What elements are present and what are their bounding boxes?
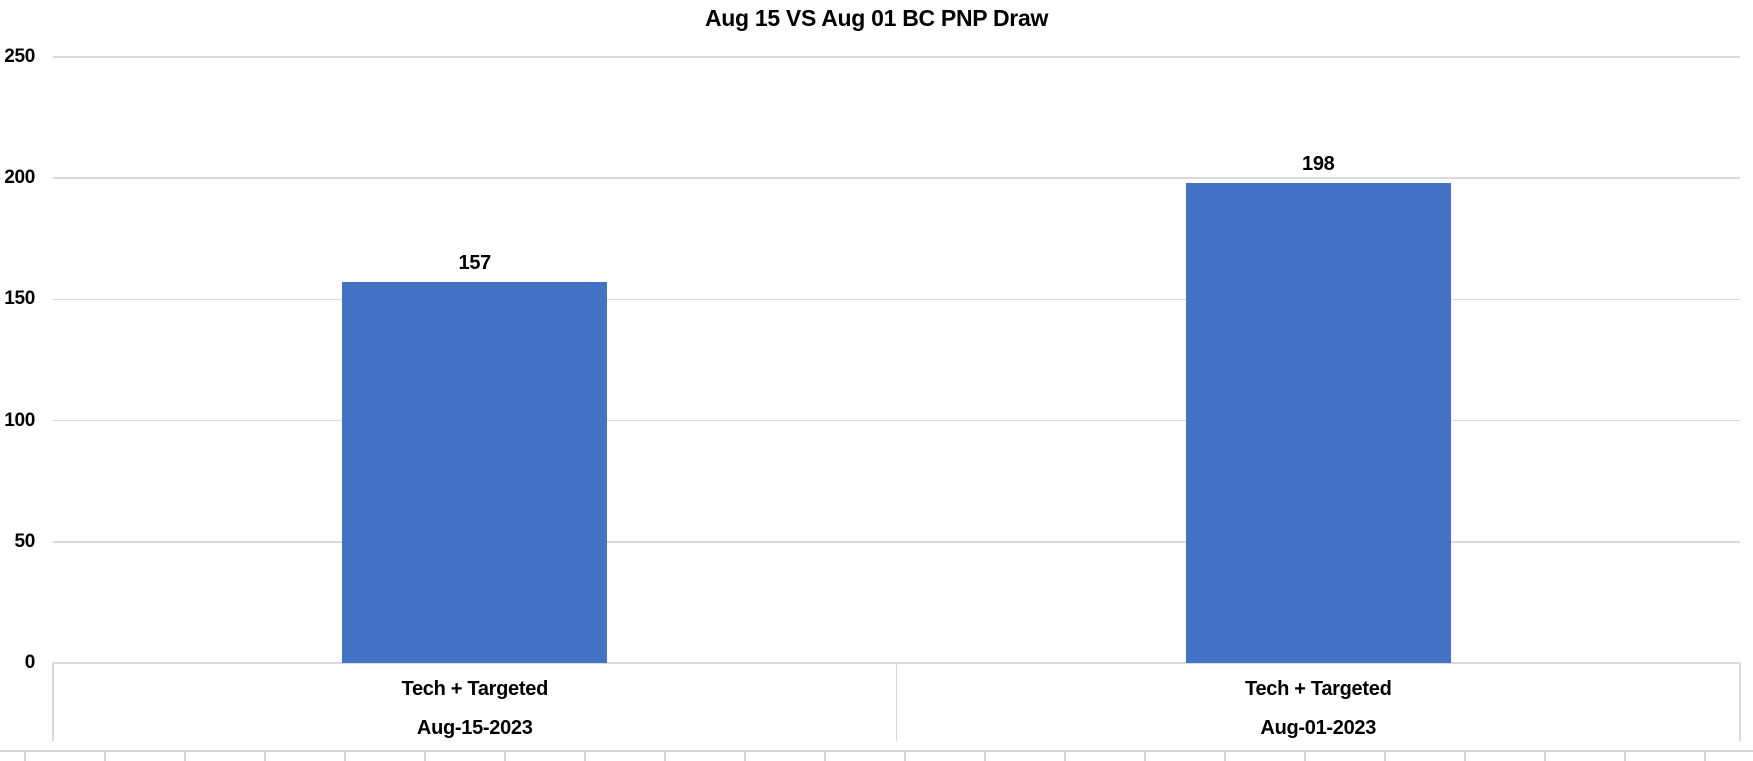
sheet-column-tick bbox=[1304, 750, 1306, 761]
bar-value-label: 157 bbox=[458, 252, 492, 275]
y-axis-tick-label: 50 bbox=[14, 530, 35, 552]
sheet-column-tick bbox=[1624, 750, 1626, 761]
gridline bbox=[53, 541, 1740, 543]
y-axis-tick-label: 200 bbox=[4, 167, 35, 189]
bar bbox=[342, 282, 608, 663]
y-axis-tick-label: 150 bbox=[4, 288, 35, 310]
sheet-column-tick bbox=[24, 750, 26, 761]
gridline bbox=[53, 419, 1740, 422]
category-axis-border bbox=[1739, 663, 1741, 741]
sheet-column-tick bbox=[1144, 750, 1146, 761]
gridline bbox=[53, 56, 1740, 58]
sheet-column-tick bbox=[1464, 750, 1466, 761]
sheet-column-tick bbox=[504, 750, 506, 761]
sheet-column-tick bbox=[664, 750, 666, 761]
chart-title: Aug 15 VS Aug 01 BC PNP Draw bbox=[704, 5, 1049, 31]
sheet-column-tick bbox=[744, 750, 746, 761]
category-group-label: Tech + Targeted bbox=[1245, 678, 1392, 700]
sheet-row-line bbox=[0, 750, 1753, 752]
bar bbox=[1185, 183, 1451, 663]
category-date-label: Aug-15-2023 bbox=[416, 717, 533, 739]
category-axis-border bbox=[895, 663, 898, 741]
sheet-column-tick bbox=[104, 750, 106, 761]
sheet-column-tick bbox=[824, 750, 826, 761]
sheet-column-tick bbox=[904, 750, 906, 761]
y-axis-tick-label: 0 bbox=[24, 652, 36, 673]
sheet-column-tick bbox=[984, 750, 986, 761]
sheet-column-tick bbox=[184, 750, 186, 761]
category-axis-border bbox=[52, 663, 54, 741]
category-group-label: Tech + Targeted bbox=[401, 678, 549, 700]
sheet-column-tick bbox=[1384, 750, 1386, 761]
y-axis-tick-label: 100 bbox=[4, 409, 35, 431]
gridline bbox=[53, 177, 1740, 179]
sheet-column-tick bbox=[424, 750, 426, 761]
category-date-label: Aug-01-2023 bbox=[1260, 717, 1377, 739]
sheet-column-tick bbox=[1704, 750, 1706, 761]
y-axis-tick-label: 250 bbox=[4, 46, 35, 67]
sheet-column-tick bbox=[1064, 750, 1066, 761]
sheet-column-tick bbox=[1224, 750, 1226, 761]
sheet-column-tick bbox=[264, 750, 266, 761]
gridline bbox=[53, 298, 1740, 301]
bar-value-label: 198 bbox=[1302, 153, 1335, 176]
sheet-column-tick bbox=[1544, 750, 1546, 761]
sheet-column-tick bbox=[584, 750, 586, 761]
sheet-column-tick bbox=[344, 750, 346, 761]
